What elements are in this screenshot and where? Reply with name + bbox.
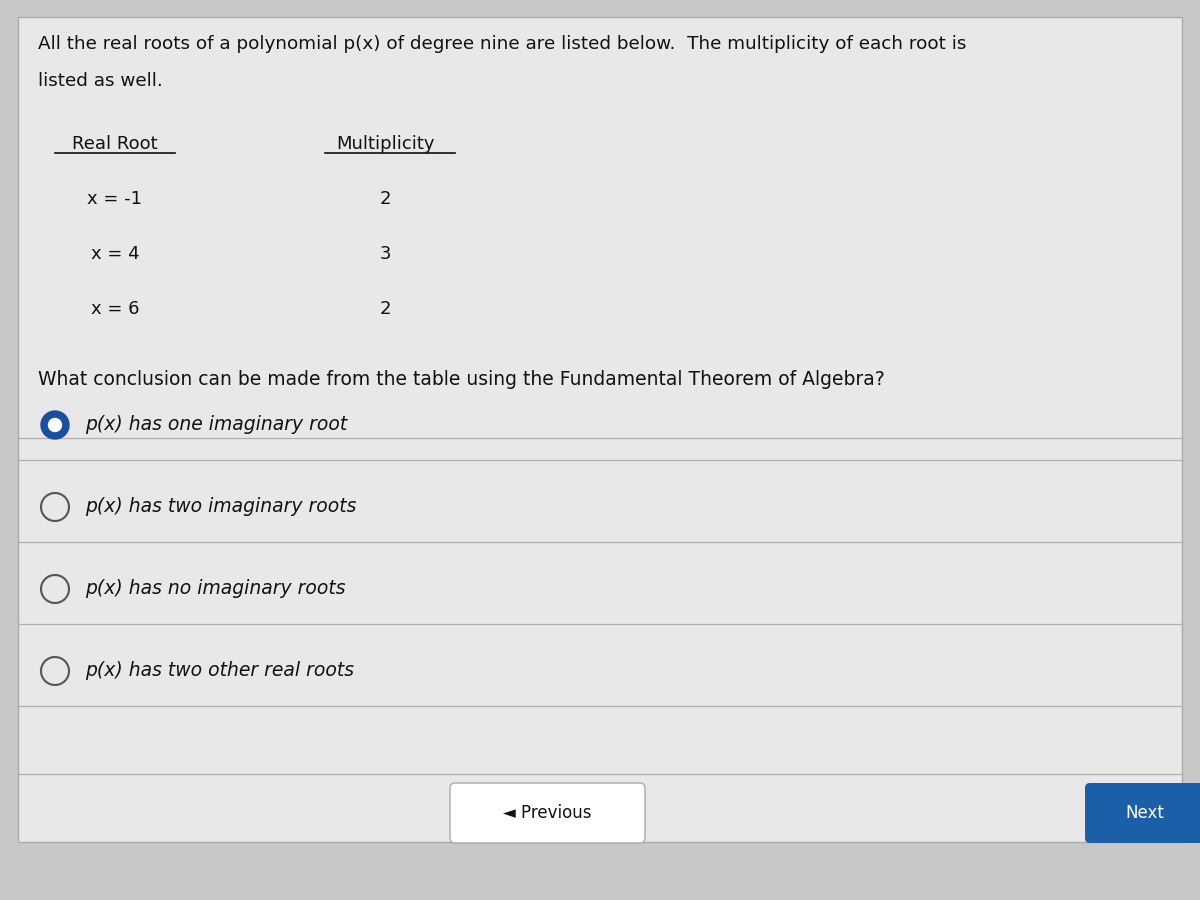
Text: p(x) has two other real roots: p(x) has two other real roots: [85, 662, 354, 680]
Text: Next: Next: [1126, 804, 1164, 822]
Text: 3: 3: [379, 245, 391, 263]
Text: x = -1: x = -1: [88, 190, 143, 208]
Text: Real Root: Real Root: [72, 135, 158, 153]
Text: ◄ Previous: ◄ Previous: [503, 804, 592, 822]
Text: x = 4: x = 4: [91, 245, 139, 263]
FancyBboxPatch shape: [18, 17, 1182, 842]
Circle shape: [48, 418, 61, 431]
Text: p(x) has two imaginary roots: p(x) has two imaginary roots: [85, 498, 356, 517]
Text: 2: 2: [379, 300, 391, 318]
Text: listed as well.: listed as well.: [38, 72, 163, 90]
Text: p(x) has one imaginary root: p(x) has one imaginary root: [85, 416, 347, 435]
Text: All the real roots of a polynomial p(x) of degree nine are listed below.  The mu: All the real roots of a polynomial p(x) …: [38, 35, 966, 53]
FancyBboxPatch shape: [450, 783, 646, 843]
FancyBboxPatch shape: [1085, 783, 1200, 843]
Text: Multiplicity: Multiplicity: [336, 135, 434, 153]
Text: 2: 2: [379, 190, 391, 208]
Text: What conclusion can be made from the table using the Fundamental Theorem of Alge: What conclusion can be made from the tab…: [38, 370, 884, 389]
Text: x = 6: x = 6: [91, 300, 139, 318]
Circle shape: [41, 411, 70, 439]
Text: p(x) has no imaginary roots: p(x) has no imaginary roots: [85, 580, 346, 598]
